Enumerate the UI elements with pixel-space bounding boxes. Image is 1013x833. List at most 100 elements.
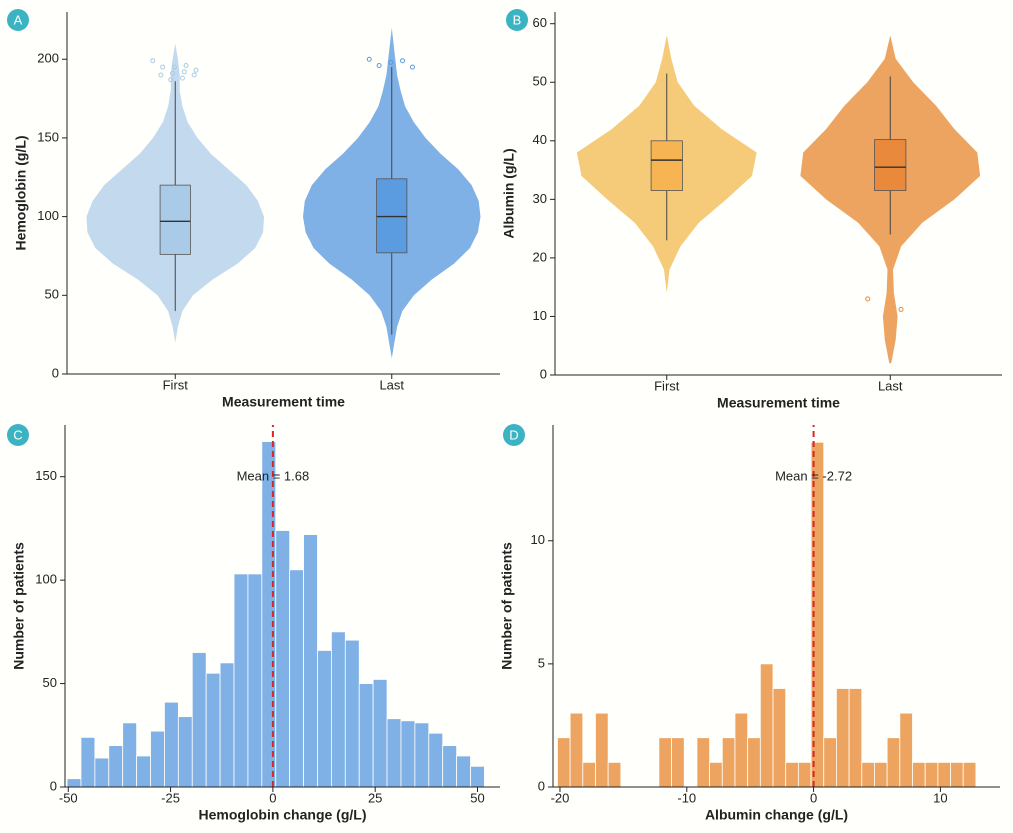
y-axis-title: Number of patients <box>11 542 27 670</box>
bar <box>108 745 124 788</box>
x-tick-label: 0 <box>810 790 817 805</box>
outlier <box>181 69 187 75</box>
outlier <box>168 77 174 83</box>
x-tick-label: -25 <box>161 790 180 805</box>
x-tick-label: 25 <box>368 790 382 805</box>
bar <box>247 573 263 788</box>
y-tick-label: 30 <box>533 191 547 206</box>
outlier <box>898 306 904 312</box>
y-tick-label: 0 <box>52 365 59 380</box>
x-tick-label: -50 <box>59 790 78 805</box>
bar <box>912 761 926 788</box>
outlier <box>150 58 156 64</box>
x-axis-title: Hemoglobin change (g/L) <box>199 807 367 823</box>
y-tick-label: 50 <box>43 675 57 690</box>
bar <box>136 755 151 788</box>
bar <box>219 662 235 788</box>
x-axis-title: Albumin change (g/L) <box>705 807 848 823</box>
bar <box>759 663 774 788</box>
bar <box>899 712 913 788</box>
y-tick-label: 0 <box>540 366 547 381</box>
panel-badge <box>506 9 528 31</box>
bar <box>331 631 346 788</box>
bar <box>785 761 799 788</box>
outlier <box>193 67 199 73</box>
panel: C 0 50 100 150 Number of patients Hemoglobin c… <box>7 424 500 823</box>
outlier <box>183 63 189 69</box>
panel: A 0 50 100 150 200 Hemoglobin (g/L) Measurement… <box>7 9 500 410</box>
bar <box>886 737 901 788</box>
y-tick-label: 5 <box>538 655 545 670</box>
bar <box>569 712 584 788</box>
y-tick-label: 0 <box>538 778 545 793</box>
y-tick-label: 50 <box>45 287 59 302</box>
bar <box>772 688 787 788</box>
bar <box>205 672 221 788</box>
x-tick-label: -20 <box>551 790 570 805</box>
bar <box>874 761 888 788</box>
outlier <box>388 59 394 65</box>
outlier <box>376 63 382 69</box>
bar <box>709 761 723 788</box>
panel-label: C <box>13 427 22 442</box>
bar <box>386 718 402 788</box>
y-tick-label: 10 <box>533 308 547 323</box>
y-tick-label: 40 <box>533 132 547 147</box>
bar <box>289 569 304 788</box>
y-axis-title: Albumin (g/L) <box>501 148 517 238</box>
x-tick-label: 10 <box>933 790 947 805</box>
outlier <box>865 296 871 302</box>
bar <box>94 757 110 788</box>
bar <box>233 573 249 788</box>
bar <box>721 737 736 788</box>
panel: D 0 5 10 Number of patients Albumin change (g… <box>499 424 1000 823</box>
x-tick-label: First <box>654 378 680 393</box>
panel-label: A <box>14 12 23 27</box>
panel-label: D <box>509 427 518 442</box>
y-tick-label: 150 <box>37 129 59 144</box>
bar <box>950 761 964 788</box>
outlier <box>171 64 177 70</box>
bar <box>150 730 165 788</box>
bar <box>303 534 318 788</box>
y-tick-label: 200 <box>37 51 59 66</box>
outlier <box>191 72 197 78</box>
bar <box>428 732 444 788</box>
x-tick-label: 50 <box>470 790 484 805</box>
bar <box>924 761 939 788</box>
bar <box>275 530 291 788</box>
bar <box>937 761 951 788</box>
bar <box>400 720 416 788</box>
x-tick-label: 0 <box>269 790 276 805</box>
outlier <box>409 64 415 70</box>
x-tick-label: Last <box>379 377 404 392</box>
x-axis-title: Measurement time <box>222 394 345 410</box>
bar <box>191 652 207 788</box>
y-tick-label: 10 <box>531 532 545 547</box>
bar <box>696 737 711 788</box>
y-tick-label: 150 <box>35 468 57 483</box>
box <box>650 140 683 191</box>
bar <box>317 650 332 788</box>
bar <box>607 761 622 788</box>
y-axis-title: Number of patients <box>499 542 515 670</box>
panel-label: B <box>513 12 522 27</box>
outlier <box>400 58 406 64</box>
bar <box>66 778 82 788</box>
outlier <box>366 56 372 62</box>
x-tick-label: Last <box>878 378 903 393</box>
bar <box>80 736 96 788</box>
bar <box>344 639 360 788</box>
y-tick-label: 20 <box>533 249 547 264</box>
x-tick-label: First <box>163 377 189 392</box>
y-tick-label: 60 <box>533 15 547 30</box>
bar <box>836 688 850 788</box>
y-axis-title: Hemoglobin (g/L) <box>13 135 29 250</box>
x-axis-title: Measurement time <box>717 395 840 411</box>
panel-badge <box>503 424 525 446</box>
y-tick-label: 50 <box>533 74 547 89</box>
bar <box>962 761 977 788</box>
box <box>874 139 907 191</box>
y-tick-label: 0 <box>50 778 57 793</box>
